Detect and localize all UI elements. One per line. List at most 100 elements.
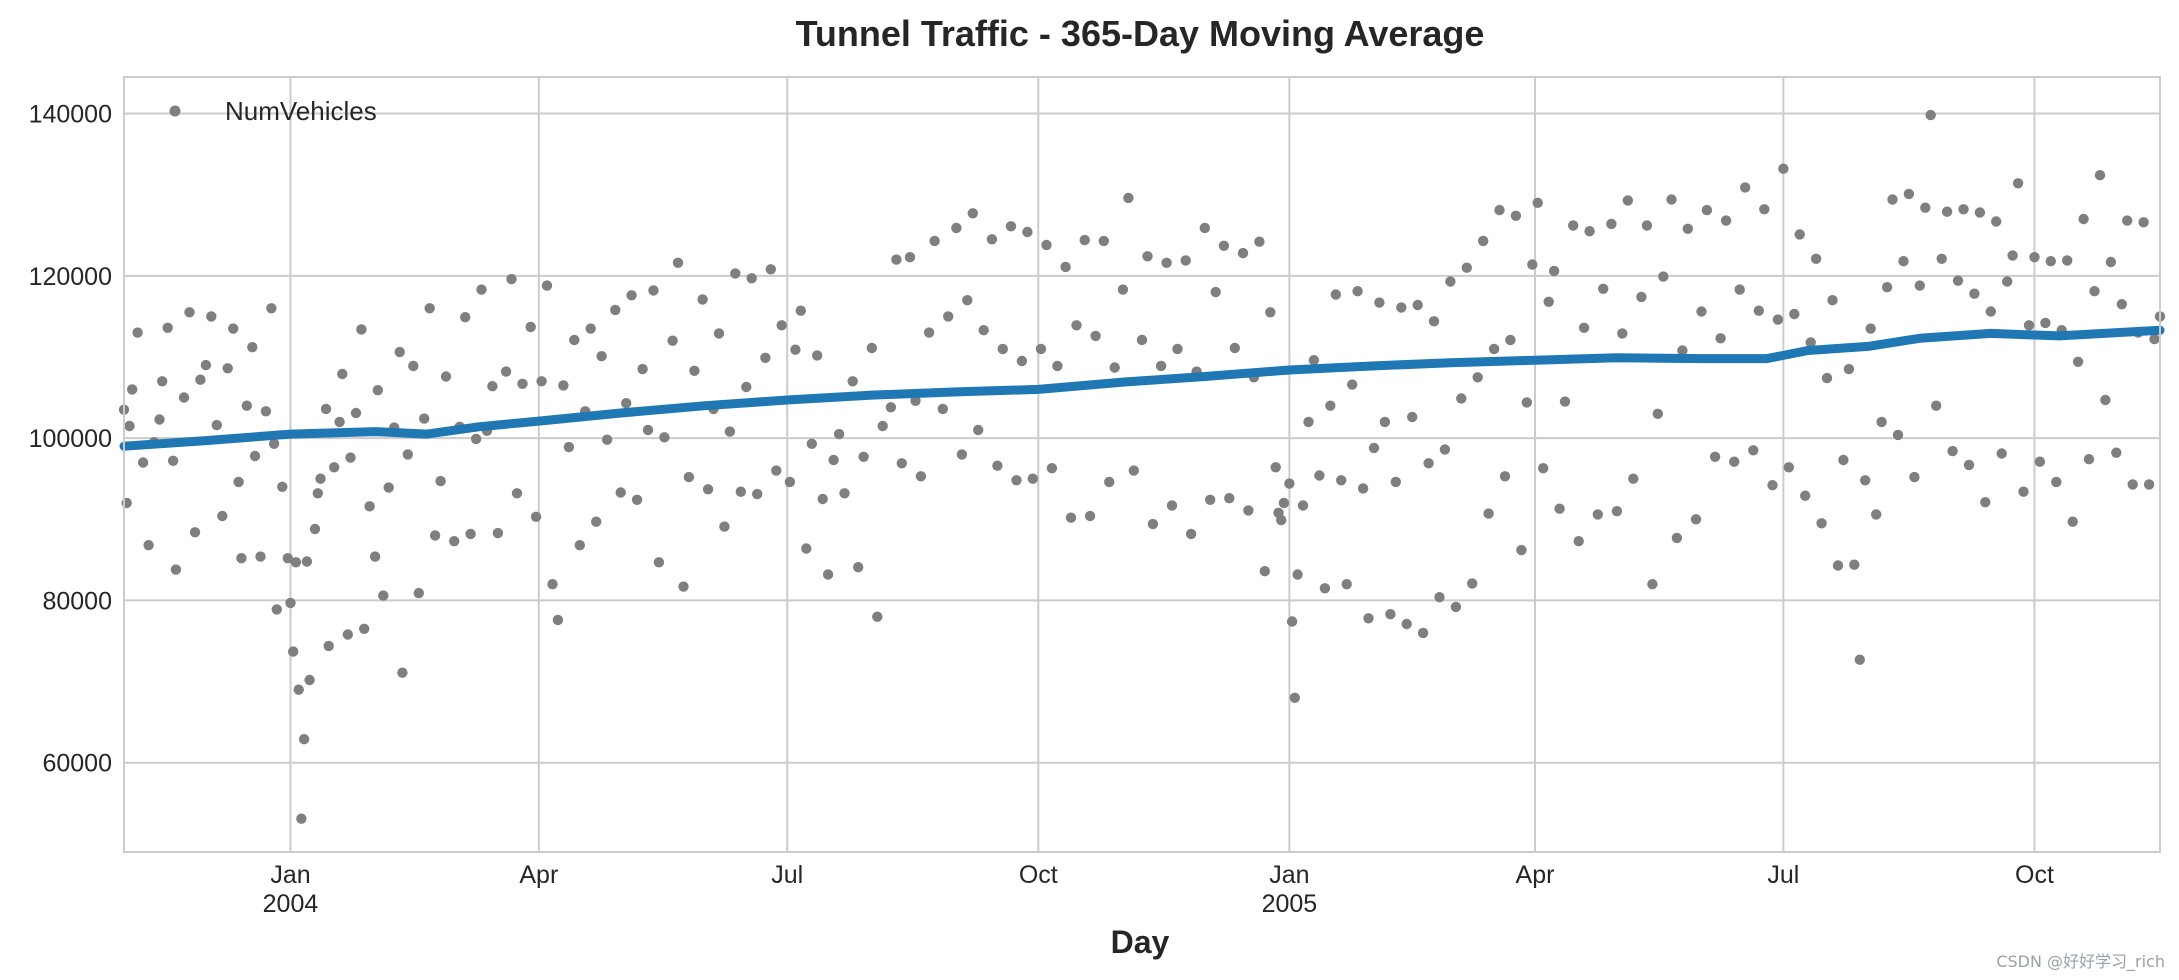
x-tick-label: Apr bbox=[519, 861, 558, 889]
data-point bbox=[1805, 337, 1816, 348]
data-point bbox=[858, 451, 869, 462]
data-point bbox=[659, 432, 670, 443]
data-point bbox=[1936, 253, 1947, 264]
data-point bbox=[937, 403, 948, 415]
y-tick-label: 80000 bbox=[42, 587, 112, 615]
data-point bbox=[1005, 221, 1017, 232]
data-point bbox=[1753, 305, 1765, 316]
data-point bbox=[460, 312, 471, 323]
data-point bbox=[337, 368, 348, 380]
data-point bbox=[1046, 463, 1058, 474]
data-point bbox=[1104, 476, 1115, 488]
data-point bbox=[1314, 470, 1325, 481]
data-point bbox=[833, 428, 845, 440]
data-point bbox=[2127, 479, 2138, 490]
data-point bbox=[487, 381, 498, 392]
data-point bbox=[697, 294, 708, 305]
data-point bbox=[1578, 322, 1590, 333]
data-point bbox=[271, 604, 282, 615]
data-point bbox=[1450, 601, 1462, 613]
data-point bbox=[1142, 251, 1153, 262]
data-point bbox=[719, 521, 730, 532]
data-point bbox=[760, 352, 771, 363]
x-tick-label: Jul bbox=[1767, 861, 1799, 889]
data-point bbox=[228, 323, 239, 334]
data-point bbox=[667, 335, 678, 346]
data-point bbox=[1390, 476, 1402, 488]
data-point bbox=[301, 556, 313, 567]
data-point bbox=[653, 557, 665, 568]
data-point bbox=[626, 290, 637, 301]
data-point bbox=[569, 334, 580, 346]
data-point bbox=[1286, 616, 1298, 627]
data-point bbox=[1636, 291, 1647, 303]
data-point bbox=[435, 475, 446, 487]
data-point bbox=[637, 363, 648, 375]
data-point bbox=[730, 268, 741, 279]
data-point bbox=[1016, 355, 1028, 367]
data-point bbox=[1729, 456, 1740, 467]
data-point bbox=[1185, 528, 1197, 540]
data-point bbox=[1065, 512, 1077, 523]
data-point bbox=[2094, 170, 2106, 181]
y-tick-label: 100000 bbox=[29, 425, 112, 453]
data-point bbox=[1347, 379, 1358, 390]
data-point bbox=[1434, 592, 1445, 603]
data-point bbox=[1783, 462, 1795, 473]
data-point bbox=[315, 473, 326, 484]
data-point bbox=[217, 510, 228, 522]
data-point bbox=[127, 384, 138, 395]
data-point bbox=[1123, 192, 1134, 204]
data-point bbox=[776, 320, 787, 331]
data-point bbox=[1325, 400, 1336, 411]
data-point bbox=[678, 581, 689, 592]
data-point bbox=[1690, 514, 1702, 525]
data-point bbox=[424, 303, 435, 314]
data-point bbox=[189, 527, 201, 538]
data-point bbox=[329, 462, 340, 473]
plot-frame bbox=[123, 76, 2161, 853]
data-point bbox=[290, 557, 302, 568]
data-point bbox=[1985, 306, 1997, 317]
data-point bbox=[591, 516, 602, 527]
data-point bbox=[211, 419, 222, 431]
data-point bbox=[2018, 486, 2029, 497]
data-point bbox=[157, 376, 168, 387]
data-point bbox=[923, 327, 935, 338]
data-point bbox=[1303, 416, 1314, 428]
data-point bbox=[369, 551, 381, 562]
data-point bbox=[1259, 566, 1271, 577]
data-point bbox=[2023, 320, 2035, 331]
watermark: CSDN @好好学习_rich bbox=[1996, 952, 2165, 971]
data-point bbox=[413, 587, 424, 599]
data-point bbox=[877, 420, 888, 432]
data-point bbox=[1270, 462, 1281, 473]
y-tick-label: 140000 bbox=[29, 101, 112, 129]
data-point bbox=[631, 494, 643, 505]
data-point bbox=[1243, 505, 1254, 516]
data-point bbox=[1407, 411, 1418, 423]
data-point bbox=[1516, 544, 1527, 556]
data-point bbox=[1494, 204, 1505, 216]
data-point bbox=[1488, 343, 1500, 355]
data-point bbox=[372, 385, 383, 396]
data-point bbox=[610, 304, 621, 316]
data-point bbox=[1292, 569, 1303, 580]
data-point bbox=[137, 457, 149, 468]
data-point bbox=[1598, 283, 1609, 294]
data-point bbox=[1647, 579, 1658, 590]
data-point bbox=[1423, 458, 1434, 469]
data-point bbox=[1396, 302, 1407, 313]
data-point bbox=[702, 484, 714, 495]
x-tick-label: Apr bbox=[1516, 861, 1555, 889]
data-point bbox=[1941, 206, 1953, 217]
data-point bbox=[642, 424, 654, 436]
data-point bbox=[285, 597, 296, 609]
data-point bbox=[839, 488, 850, 499]
data-point bbox=[689, 365, 700, 376]
data-point bbox=[1548, 265, 1560, 277]
data-point bbox=[304, 674, 315, 686]
data-point bbox=[596, 351, 607, 362]
data-point bbox=[967, 208, 978, 219]
